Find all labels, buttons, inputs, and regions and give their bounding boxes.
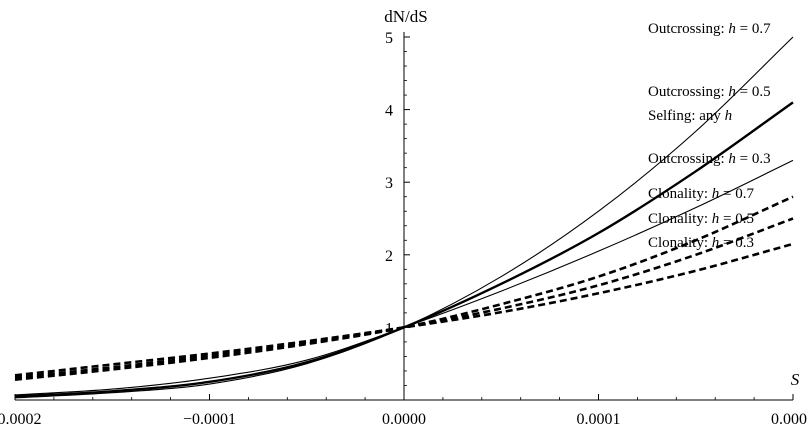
labels-layer: Outcrossing: h = 0.7 Outcrossing: h = 0.5… xyxy=(648,21,771,251)
series-label-2: Outcrossing: h = 0.5 xyxy=(648,84,771,100)
series-label-5: Clonality: h = 0.5 xyxy=(648,211,754,227)
x-tick-label: −0.0002 xyxy=(0,411,42,428)
axes: −0.0002−0.00010.00000.00010.000212345dN/… xyxy=(0,7,807,428)
y-tick-label: 2 xyxy=(385,248,393,265)
series-label-3: Outcrossing: h = 0.3 xyxy=(648,151,771,167)
y-tick-label: 4 xyxy=(385,103,393,120)
series-label-6: Clonality: h = 0.3 xyxy=(648,235,754,251)
y-tick-label: 5 xyxy=(385,30,393,47)
x-tick-label: 0.0001 xyxy=(577,411,621,428)
series-label-4: Clonality: h = 0.7 xyxy=(648,186,754,202)
y-tick-label: 3 xyxy=(385,175,393,192)
x-tick-label: −0.0001 xyxy=(183,411,236,428)
series-label-1: Outcrossing: h = 0.7 xyxy=(648,21,771,37)
series-layer xyxy=(14,36,794,399)
y-axis-label: dN/dS xyxy=(384,7,427,26)
selfing-label: Selfing: any h xyxy=(648,108,732,124)
x-axis-label: S xyxy=(791,370,800,389)
x-tick-label: 0.0000 xyxy=(382,411,426,428)
x-tick-label: 0.0002 xyxy=(771,411,807,428)
